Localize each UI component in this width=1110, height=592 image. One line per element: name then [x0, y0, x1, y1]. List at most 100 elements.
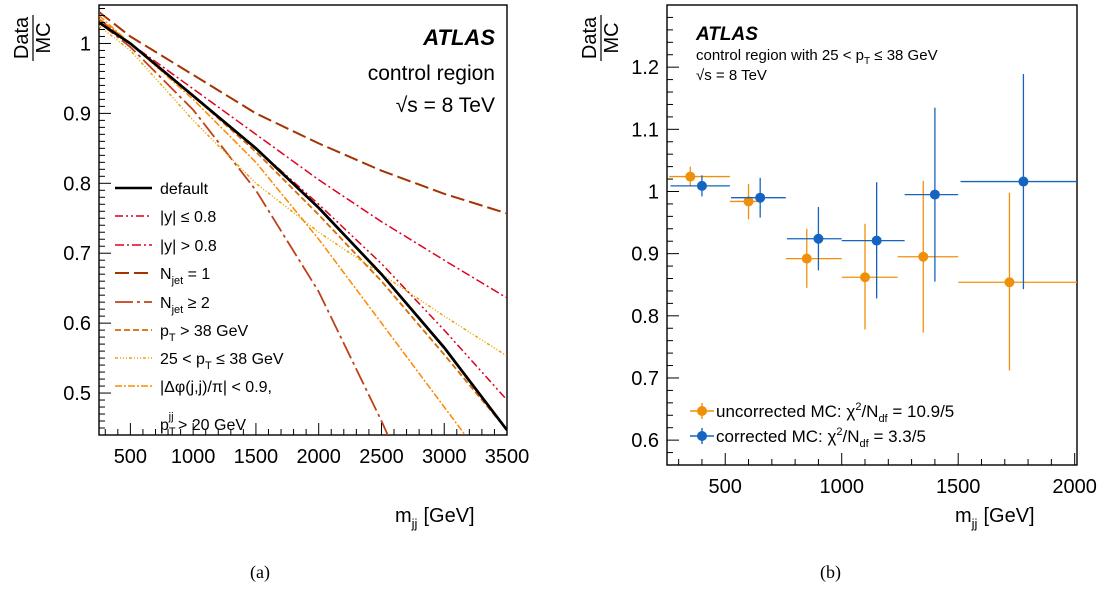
panel-b-legend: uncorrected MC: χ2/Ndf = 10.9/5 correcte… [690, 401, 954, 450]
panel-b-x-axis-label: mjj [GeV] [955, 505, 1035, 531]
panel-a-xtick-label: 3500 [485, 446, 530, 468]
panel-b-xlabel-sub: jj [971, 516, 978, 531]
legend-label-y-gt-08: |y| > 0.8 [160, 238, 217, 255]
data-point-corrected [841, 182, 905, 299]
panel-b-ylabel-denominator: MC [601, 22, 623, 53]
panel-a-ytick-label: 0.8 [63, 173, 91, 195]
panel-b-ytick-label: 1 [648, 181, 659, 203]
panel-a-region-label: control region [368, 62, 495, 85]
panel-b-ytick-label: 0.8 [631, 306, 659, 328]
legend-label-dphi-line2: pTjj > 20 GeV [160, 411, 246, 438]
panel-b-energy-label: √s = 8 TeV [696, 67, 767, 84]
panel-a-ylabel-denominator: MC [33, 22, 55, 53]
panel-a-xlabel-sub: jj [411, 516, 418, 531]
point-marker [871, 235, 882, 246]
panel-a-ytick-label: 0.6 [63, 313, 91, 335]
legend-label-njet-ge-2: Njet ≥ 2 [160, 295, 210, 316]
legend-swatch-corrected-marker [697, 431, 707, 441]
panel-b-xtick-label: 1500 [936, 476, 981, 498]
panel-a-legend: default |y| ≤ 0.8 |y| > 0.8 Njet = 1 Nje… [115, 181, 284, 438]
panel-b-y-ticks: 0.6 0.7 0.8 0.9 1 1.1 1.2 [631, 16, 679, 454]
legend-label-default: default [160, 181, 209, 198]
panel-a-energy-sqrt: √s [396, 94, 418, 117]
legend-label-uncorrected: uncorrected MC: χ2/Ndf = 10.9/5 [716, 401, 954, 425]
panel-b-y-axis-label: Data MC [579, 15, 623, 61]
series-line-2 [99, 18, 507, 299]
panel-b-region-sub: T [864, 56, 870, 67]
panel-a-xtick-label: 3000 [422, 446, 467, 468]
point-marker [860, 272, 871, 283]
data-point-corrected [670, 175, 730, 197]
panel-b-chart: 500 1000 1500 2000 0.6 0.7 0.8 0.9 1 1.1 1.2 Data… [579, 4, 1097, 531]
legend-label-dphi: |Δφ(j,j)/π| < 0.9, [160, 379, 272, 396]
legend-swatch-uncorrected-marker [697, 406, 707, 416]
data-point-corrected [904, 107, 959, 282]
point-marker [1004, 277, 1015, 288]
panel-b-atlas-label: ATLAS [695, 24, 758, 45]
legend-label-y-le-08: |y| ≤ 0.8 [160, 209, 216, 226]
series-line-default-top [99, 21, 507, 431]
panel-b-ylabel-numerator: Data [579, 16, 601, 59]
panel-a-plot-frame [98, 4, 508, 436]
legend-label-njet-1: Njet = 1 [160, 266, 210, 287]
panel-a-xtick-label: 500 [114, 446, 147, 468]
panel-b-plot-frame [666, 4, 1078, 466]
data-point-corrected [786, 207, 842, 271]
series-line-3 [99, 11, 507, 215]
panel-a-xtick-label: 2000 [296, 446, 341, 468]
panel-a-ytick-label: 0.9 [63, 103, 91, 125]
legend-label-pt-25-38: 25 < pT ≤ 38 GeV [160, 351, 284, 372]
caption-b: (b) [820, 562, 841, 582]
panel-b-region-post: ≤ 38 GeV [870, 47, 937, 64]
legend-label-pt-gt-38: pT > 38 GeV [160, 323, 248, 344]
point-marker [696, 180, 707, 191]
panel-a-xtick-label: 1000 [171, 446, 216, 468]
panel-b-region-pre: control region with 25 < p [696, 47, 864, 64]
panel-a-ytick-label: 1 [80, 33, 91, 55]
panel-b-x-ticks: 500 1000 1500 2000 [678, 453, 1097, 498]
caption-a: (a) [250, 562, 270, 582]
point-marker [813, 233, 824, 244]
panel-a-energy-rest: = 8 TeV [418, 94, 495, 117]
panel-a-xtick-label: 1500 [234, 446, 279, 468]
series-line-4 [99, 21, 389, 435]
panel-a-energy-label: √s = 8 TeV [396, 94, 495, 117]
legend-label-corrected: corrected MC: χ2/Ndf = 3.3/5 [716, 426, 926, 450]
panel-b-region-label: control region with 25 < pT ≤ 38 GeV [696, 47, 938, 67]
panel-b-series-group [669, 74, 1077, 371]
panel-a-chart: 500 1000 1500 2000 2500 3000 3500 0.5 0.6 0.7 0.8… [11, 4, 530, 531]
point-marker [801, 253, 812, 264]
panel-a-y-ticks: 0.5 0.6 0.7 0.8 0.9 1 [63, 7, 111, 429]
panel-b-xtick-label: 2000 [1052, 476, 1097, 498]
panel-a-series-group [99, 11, 507, 435]
panel-a-ylabel-numerator: Data [11, 16, 33, 59]
panel-b-ytick-label: 0.9 [631, 244, 659, 266]
panel-b-energy-rest: = 8 TeV [712, 67, 767, 84]
panel-b-energy-sqrt: √s [696, 67, 712, 84]
panel-a-xlabel-unit: [GeV] [423, 505, 474, 527]
data-point-uncorrected [897, 180, 959, 333]
point-marker [929, 189, 940, 200]
data-point-uncorrected [841, 223, 898, 330]
panel-a-x-ticks: 500 1000 1500 2000 2500 3000 3500 [104, 423, 530, 468]
panel-b-xlabel-main: m [955, 505, 972, 527]
panel-a-ytick-label: 0.7 [63, 243, 91, 265]
data-point-uncorrected [729, 184, 758, 220]
panel-a-atlas-label: ATLAS [422, 25, 495, 50]
panel-b-ytick-label: 0.7 [631, 368, 659, 390]
panel-b-ytick-label: 1.1 [631, 119, 659, 141]
point-marker [1018, 176, 1029, 187]
point-marker [685, 171, 696, 182]
panel-b-ytick-label: 0.6 [631, 430, 659, 452]
panel-b-ytick-label: 1.2 [631, 57, 659, 79]
point-marker [755, 192, 766, 203]
data-point-uncorrected [669, 166, 730, 187]
panel-b-xtick-label: 1000 [819, 476, 864, 498]
panel-a-y-axis-label: Data MC [11, 15, 55, 61]
panel-a-x-axis-label: mjj [GeV] [395, 505, 475, 531]
panel-b-xlabel-unit: [GeV] [983, 505, 1034, 527]
panel-a-xlabel-main: m [395, 505, 412, 527]
panel-a-ytick-label: 0.5 [63, 383, 91, 405]
panel-b-xtick-label: 500 [709, 476, 742, 498]
